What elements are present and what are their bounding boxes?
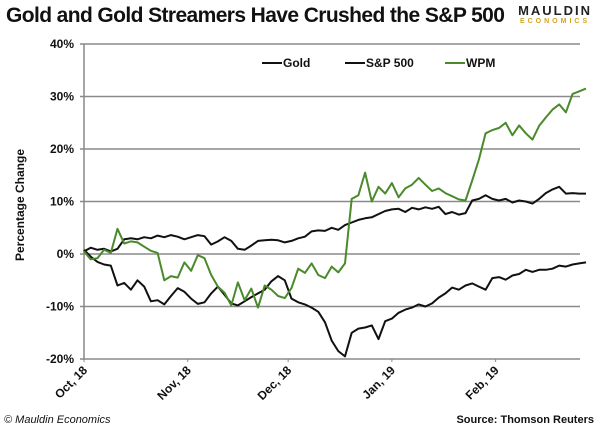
y-tick-label: 0%: [57, 247, 75, 261]
x-tick-label: Oct, 18: [52, 363, 90, 401]
y-tick-label: -20%: [46, 352, 74, 366]
mauldin-logo: MAULDIN ECONOMICS: [518, 4, 592, 26]
legend-label: Gold: [283, 56, 310, 70]
y-tick-label: 10%: [50, 195, 74, 209]
y-tick-label: 40%: [50, 37, 74, 51]
legend-item: Gold: [262, 56, 310, 70]
series-line-gold: [83, 185, 586, 253]
series-line-s-p-500: [83, 249, 587, 358]
gridlines: [80, 43, 580, 360]
y-axis-ticks: 40% 30% 20% 10% 0% -10% -20%: [46, 37, 74, 366]
legend-item: WPM: [445, 56, 495, 70]
copyright-note: © Mauldin Economics: [4, 414, 111, 426]
x-axis-ticks: Oct, 18 Nov, 18 Dec, 18 Jan, 19 Feb, 19: [52, 359, 502, 403]
x-tick-label: Nov, 18: [154, 363, 194, 403]
legend-label: S&P 500: [366, 56, 414, 70]
y-tick-label: 30%: [50, 90, 74, 104]
logo-line-2: ECONOMICS: [519, 18, 591, 25]
y-axis-label: Percentage Change: [13, 149, 27, 261]
y-tick-label: 20%: [50, 142, 74, 156]
logo-line-1: MAULDIN: [518, 3, 592, 18]
series-line-wpm: [83, 87, 587, 309]
y-tick-label: -10%: [46, 300, 74, 314]
source-note: Source: Thomson Reuters: [456, 414, 594, 426]
legend: Gold S&P 500 WPM: [262, 56, 495, 70]
x-tick-label: Feb, 19: [463, 363, 502, 402]
x-tick-label: Jan, 19: [359, 363, 398, 402]
x-tick-label: Dec, 18: [255, 363, 295, 403]
legend-label: WPM: [466, 56, 495, 70]
legend-item: S&P 500: [345, 56, 414, 70]
series-lines: [83, 87, 587, 358]
chart-title: Gold and Gold Streamers Have Crushed the…: [6, 4, 505, 27]
